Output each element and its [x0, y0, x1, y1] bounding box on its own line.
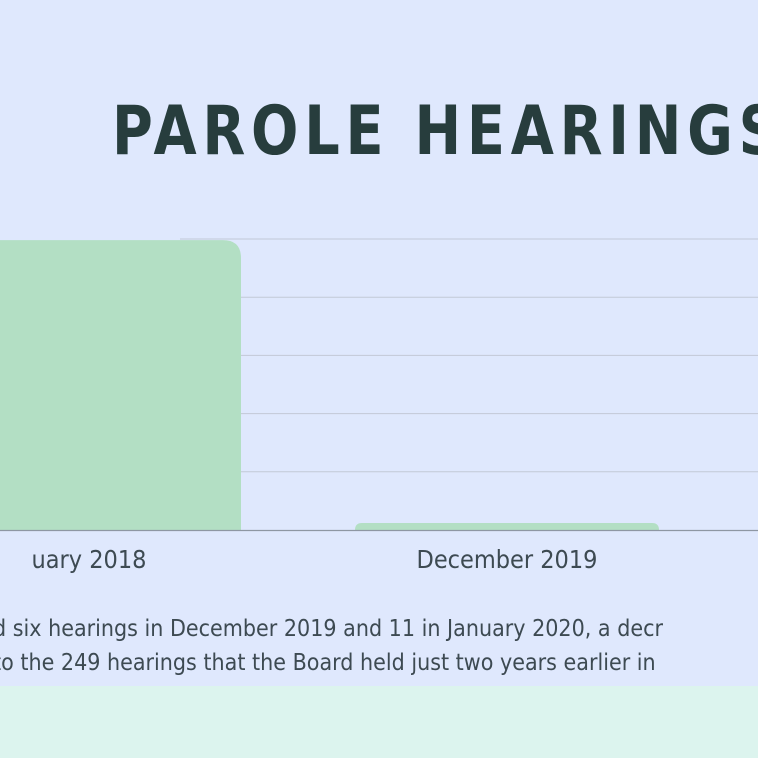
chart-title: PAROLE HEARINGS — [112, 92, 758, 171]
x-tick-label-0: uary 2018 — [32, 545, 147, 574]
bar-1 — [355, 523, 659, 530]
caption: d six hearings in December 2019 and 11 i… — [0, 614, 758, 684]
gridlines — [180, 238, 758, 473]
caption-line-1: d six hearings in December 2019 and 11 i… — [0, 616, 663, 642]
bars — [0, 240, 659, 530]
bar-0 — [0, 240, 241, 530]
x-tick-label-1: December 2019 — [417, 545, 598, 574]
caption-line-2: to the 249 hearings that the Board held … — [0, 650, 656, 676]
x-axis-labels: uary 2018 December 2019 — [32, 545, 598, 574]
bottom-band — [0, 686, 758, 758]
